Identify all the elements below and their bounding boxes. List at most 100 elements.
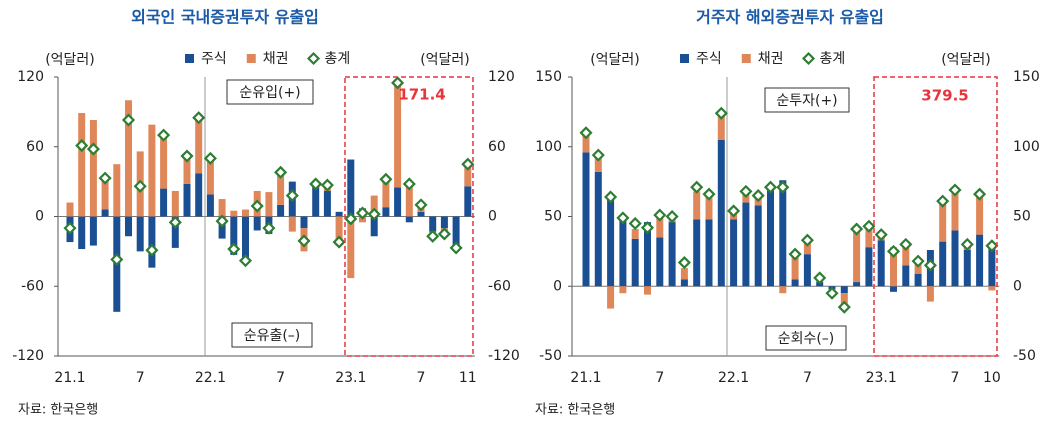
- bar: [171, 190, 179, 217]
- bar: [136, 216, 144, 252]
- total-marker: [911, 254, 925, 268]
- bar: [125, 216, 132, 237]
- bar: [754, 205, 762, 287]
- bar: [452, 216, 460, 246]
- legend-label: 총계: [820, 51, 846, 67]
- y2-tick-label: 150: [1013, 69, 1040, 85]
- total-marker: [800, 233, 814, 247]
- bar: [951, 230, 959, 287]
- bar: [66, 202, 74, 217]
- bar: [705, 195, 713, 220]
- chart-title: 외국인 국내증권투자 유출입: [131, 8, 319, 27]
- y2-tick-label: -60: [488, 278, 511, 294]
- bar: [312, 183, 320, 217]
- total-marker: [886, 244, 901, 258]
- y-tick-label: 60: [26, 139, 44, 155]
- annotation: 순유출(–): [244, 328, 301, 344]
- total-marker: [367, 207, 381, 221]
- bar: [865, 247, 873, 287]
- bar: [890, 247, 897, 287]
- total-marker: [133, 179, 147, 193]
- bar: [183, 183, 191, 217]
- total-marker: [180, 149, 194, 163]
- total-marker: [923, 258, 937, 272]
- total-marker: [874, 228, 888, 242]
- total-marker: [449, 241, 463, 255]
- bar: [206, 158, 214, 195]
- bar: [939, 202, 947, 242]
- total-marker: [297, 234, 311, 248]
- annotation-box: [226, 79, 314, 105]
- total-marker: [437, 227, 451, 241]
- highlight-value: 171.4: [398, 86, 445, 104]
- x-tick-label: 21.1: [54, 370, 85, 386]
- bar: [644, 286, 651, 295]
- highlight-box: [873, 76, 998, 357]
- total-marker: [285, 189, 299, 203]
- bar: [644, 222, 651, 287]
- bar: [78, 216, 86, 250]
- bar: [277, 172, 285, 205]
- bar: [890, 286, 897, 292]
- total-marker: [238, 254, 253, 268]
- bar: [988, 286, 996, 291]
- y-tick-label: 100: [535, 139, 562, 155]
- bar: [926, 286, 934, 302]
- total-marker: [168, 215, 182, 229]
- x-tick-label: 23.1: [866, 370, 897, 386]
- total-marker: [250, 199, 264, 213]
- bar: [335, 211, 343, 217]
- bar: [242, 209, 249, 217]
- legend-swatch: [801, 51, 816, 66]
- bar: [347, 159, 355, 217]
- bar: [840, 286, 848, 294]
- bar: [803, 254, 811, 287]
- bar: [242, 216, 249, 260]
- total-marker: [960, 237, 974, 251]
- total-marker: [309, 177, 323, 191]
- total-marker: [850, 222, 864, 236]
- bar: [680, 268, 688, 280]
- total-marker: [690, 180, 704, 194]
- bar: [656, 237, 664, 287]
- bar: [680, 279, 688, 287]
- source: 자료: 한국은행: [535, 402, 615, 418]
- total-marker: [227, 242, 241, 256]
- total-marker: [751, 189, 765, 203]
- bar: [125, 100, 132, 217]
- total-marker: [414, 198, 428, 212]
- bar: [865, 226, 873, 248]
- bar: [902, 265, 910, 287]
- total-marker: [157, 128, 171, 142]
- x-tick-label: 7: [951, 370, 960, 386]
- bar: [668, 222, 676, 287]
- total-marker: [332, 235, 346, 249]
- bar: [230, 216, 238, 255]
- total-marker: [665, 209, 679, 224]
- source: 자료: 한국은행: [18, 402, 98, 418]
- bar: [89, 120, 97, 217]
- bar: [230, 210, 238, 217]
- bar: [988, 247, 996, 287]
- bar: [101, 209, 109, 217]
- x-tick-label: 7: [655, 370, 664, 386]
- y2-tick-label: 0: [488, 209, 497, 225]
- y-tick-label: 0: [553, 278, 562, 294]
- bar: [767, 188, 774, 287]
- bar: [619, 286, 627, 294]
- legend-swatch: [246, 54, 256, 63]
- bar: [803, 240, 811, 255]
- x-tick-label: 22.1: [195, 370, 226, 386]
- total-marker: [145, 243, 159, 257]
- chart-title: 거주자 해외증권투자 유출입: [696, 8, 884, 27]
- total-marker: [203, 151, 217, 165]
- total-marker: [98, 171, 112, 185]
- bar: [717, 116, 725, 140]
- y2-tick-label: 120: [488, 69, 515, 85]
- y-tick-label: 120: [17, 69, 44, 85]
- y-tick-label: -60: [21, 278, 44, 294]
- total-marker: [461, 157, 475, 171]
- total-marker: [739, 184, 753, 198]
- y2-tick-label: -50: [1013, 348, 1036, 364]
- bar: [791, 255, 799, 280]
